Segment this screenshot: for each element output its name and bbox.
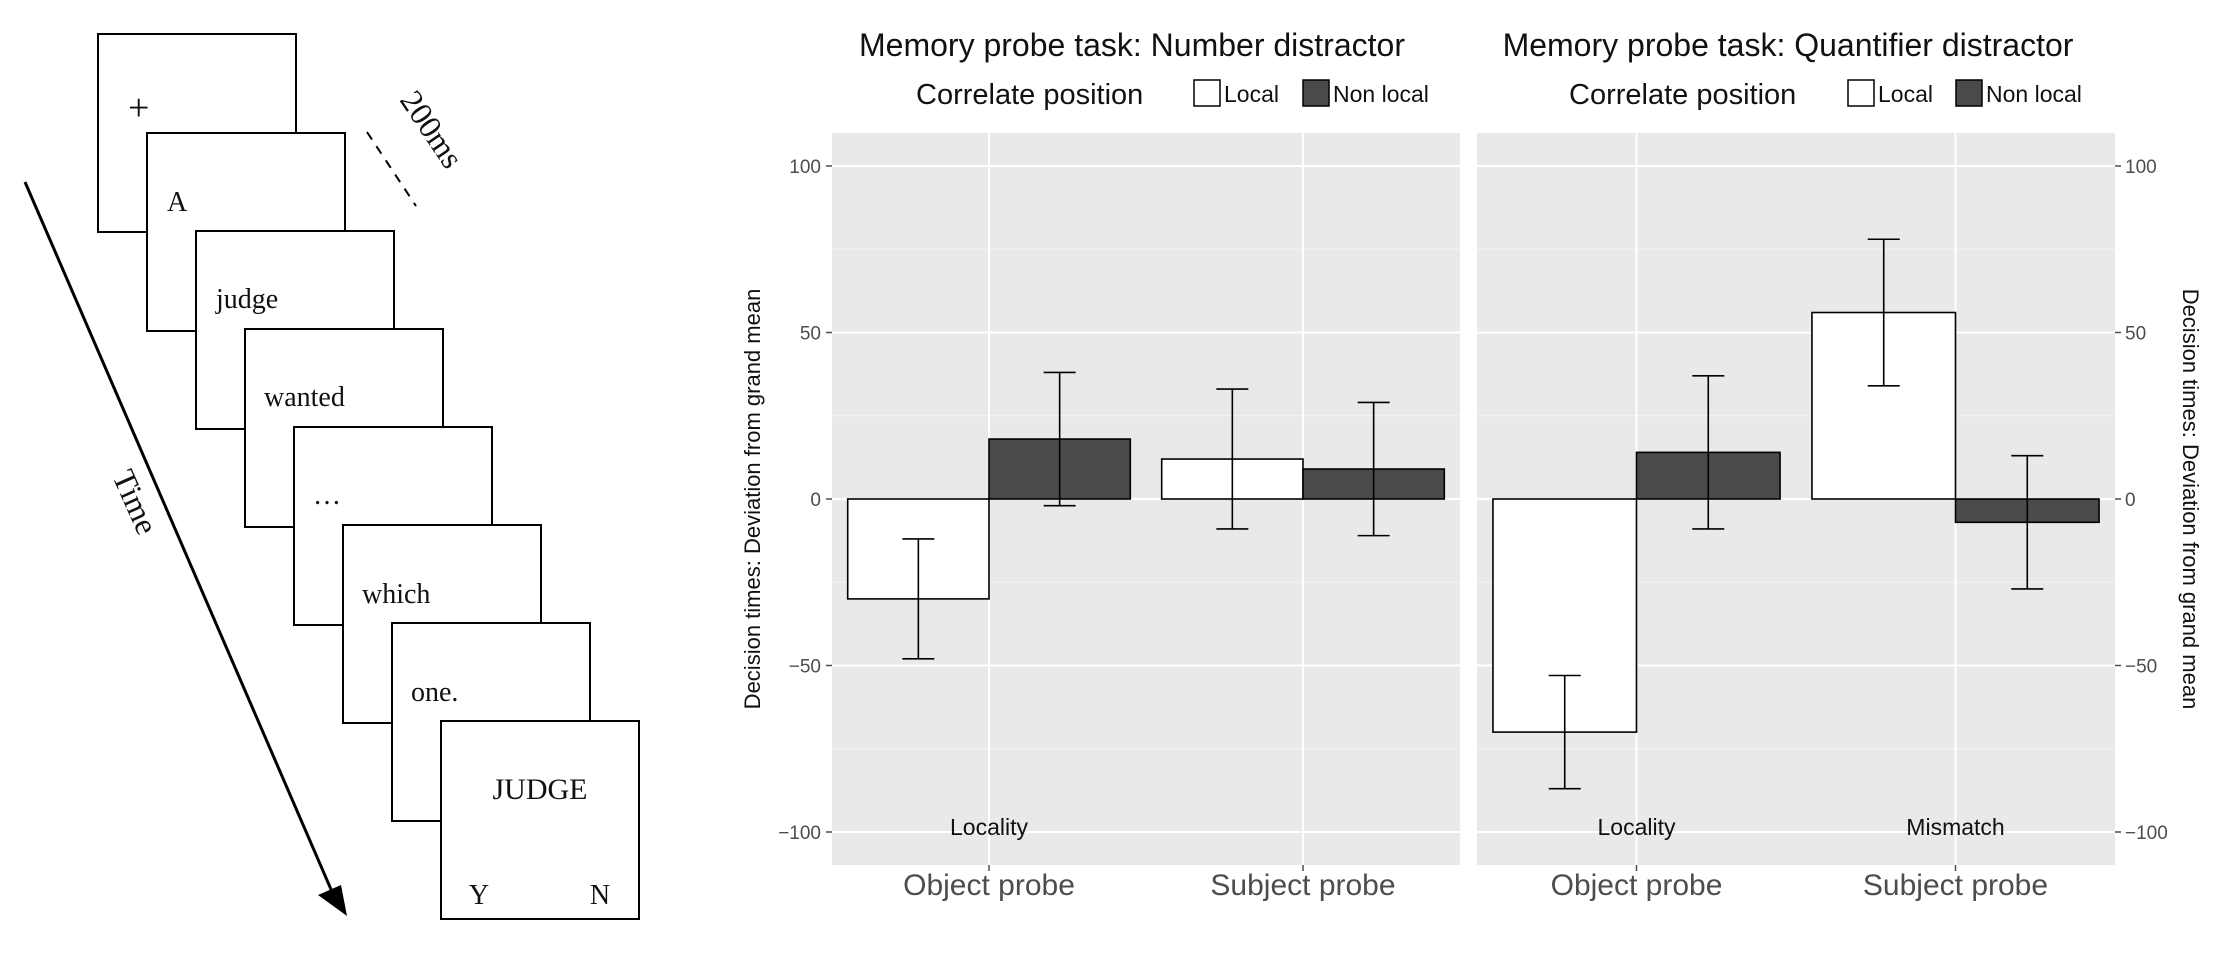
frame-word: which bbox=[362, 579, 430, 610]
frame-word: one. bbox=[411, 677, 458, 708]
probe-word: JUDGE bbox=[493, 773, 588, 806]
legend-swatch-local bbox=[1193, 79, 1221, 107]
rsvp-diagram: + A judge wanted … which one. JUDGE bbox=[23, 33, 640, 920]
frame-word: … bbox=[313, 480, 341, 511]
error-bars bbox=[902, 371, 1390, 660]
chart-title: Memory probe task: Number distractor bbox=[859, 27, 1405, 63]
annotation-label: Locality bbox=[950, 814, 1028, 840]
duration-dash-line bbox=[366, 131, 417, 207]
annotations: Locality bbox=[950, 814, 1028, 840]
legend-title: Correlate position bbox=[1569, 79, 1796, 111]
y-axis-label: Decision times: Deviation from grand mea… bbox=[740, 289, 765, 710]
time-label: Time bbox=[106, 464, 166, 539]
y-axis: 100 50 0 −50 −100 bbox=[2115, 157, 2168, 844]
y-tick-label: 100 bbox=[789, 157, 821, 178]
legend-label-local: Local bbox=[1878, 81, 1933, 107]
y-tick-label: −50 bbox=[789, 657, 821, 678]
legend-title: Correlate position bbox=[916, 79, 1143, 111]
legend: Correlate position Local Non local bbox=[1569, 79, 2082, 111]
y-tick-label: 50 bbox=[2125, 324, 2146, 345]
y-tick-label: 0 bbox=[810, 490, 821, 511]
y-axis-label: Decision times: Deviation from grand mea… bbox=[2178, 289, 2203, 710]
legend: Correlate position Local Non local bbox=[916, 79, 1429, 111]
chart-title: Memory probe task: Quantifier distractor bbox=[1503, 27, 2074, 63]
x-tick-label: Subject probe bbox=[1210, 869, 1395, 902]
x-tick-label: Object probe bbox=[1551, 869, 1723, 902]
legend-swatch-local bbox=[1847, 79, 1875, 107]
legend-label-nonlocal: Non local bbox=[1986, 81, 2082, 107]
y-tick-label: 50 bbox=[800, 324, 821, 345]
x-axis: Object probe Subject probe bbox=[1551, 865, 2048, 902]
response-key-no: N bbox=[590, 880, 610, 911]
fixation-cross: + bbox=[128, 87, 149, 129]
legend-swatch-nonlocal bbox=[1302, 79, 1330, 107]
frame-word: A bbox=[167, 187, 188, 218]
chart-quantifier-distractor: Memory probe task: Quantifier distractor… bbox=[1477, 27, 2203, 902]
time-arrow-line bbox=[23, 181, 335, 895]
legend-swatch-nonlocal bbox=[1955, 79, 1983, 107]
frame-word: wanted bbox=[264, 382, 345, 413]
y-tick-label: 0 bbox=[2125, 490, 2136, 511]
x-tick-label: Subject probe bbox=[1863, 869, 2048, 902]
y-tick-label: 100 bbox=[2125, 157, 2157, 178]
legend-label-local: Local bbox=[1224, 81, 1279, 107]
legend-label-nonlocal: Non local bbox=[1333, 81, 1429, 107]
error-bars bbox=[1548, 238, 2044, 790]
y-axis: 100 50 0 −50 −100 bbox=[778, 157, 832, 844]
frame-8-probe: JUDGE Y N bbox=[440, 720, 640, 920]
annotation-label: Mismatch bbox=[1906, 814, 2004, 840]
y-tick-label: −50 bbox=[2125, 657, 2157, 678]
chart-number-distractor: Memory probe task: Number distractor Cor… bbox=[740, 27, 1460, 902]
y-tick-label: −100 bbox=[2125, 823, 2168, 844]
x-tick-label: Object probe bbox=[903, 869, 1075, 902]
x-axis: Object probe Subject probe bbox=[903, 865, 1396, 902]
annotation-label: Locality bbox=[1598, 814, 1676, 840]
time-arrow-head bbox=[318, 885, 347, 916]
annotations: Locality Mismatch bbox=[1598, 814, 2005, 840]
duration-label: 200ms bbox=[393, 84, 471, 175]
frame-word: judge bbox=[215, 284, 278, 315]
y-tick-label: −100 bbox=[778, 823, 821, 844]
response-key-yes: Y bbox=[469, 880, 489, 911]
